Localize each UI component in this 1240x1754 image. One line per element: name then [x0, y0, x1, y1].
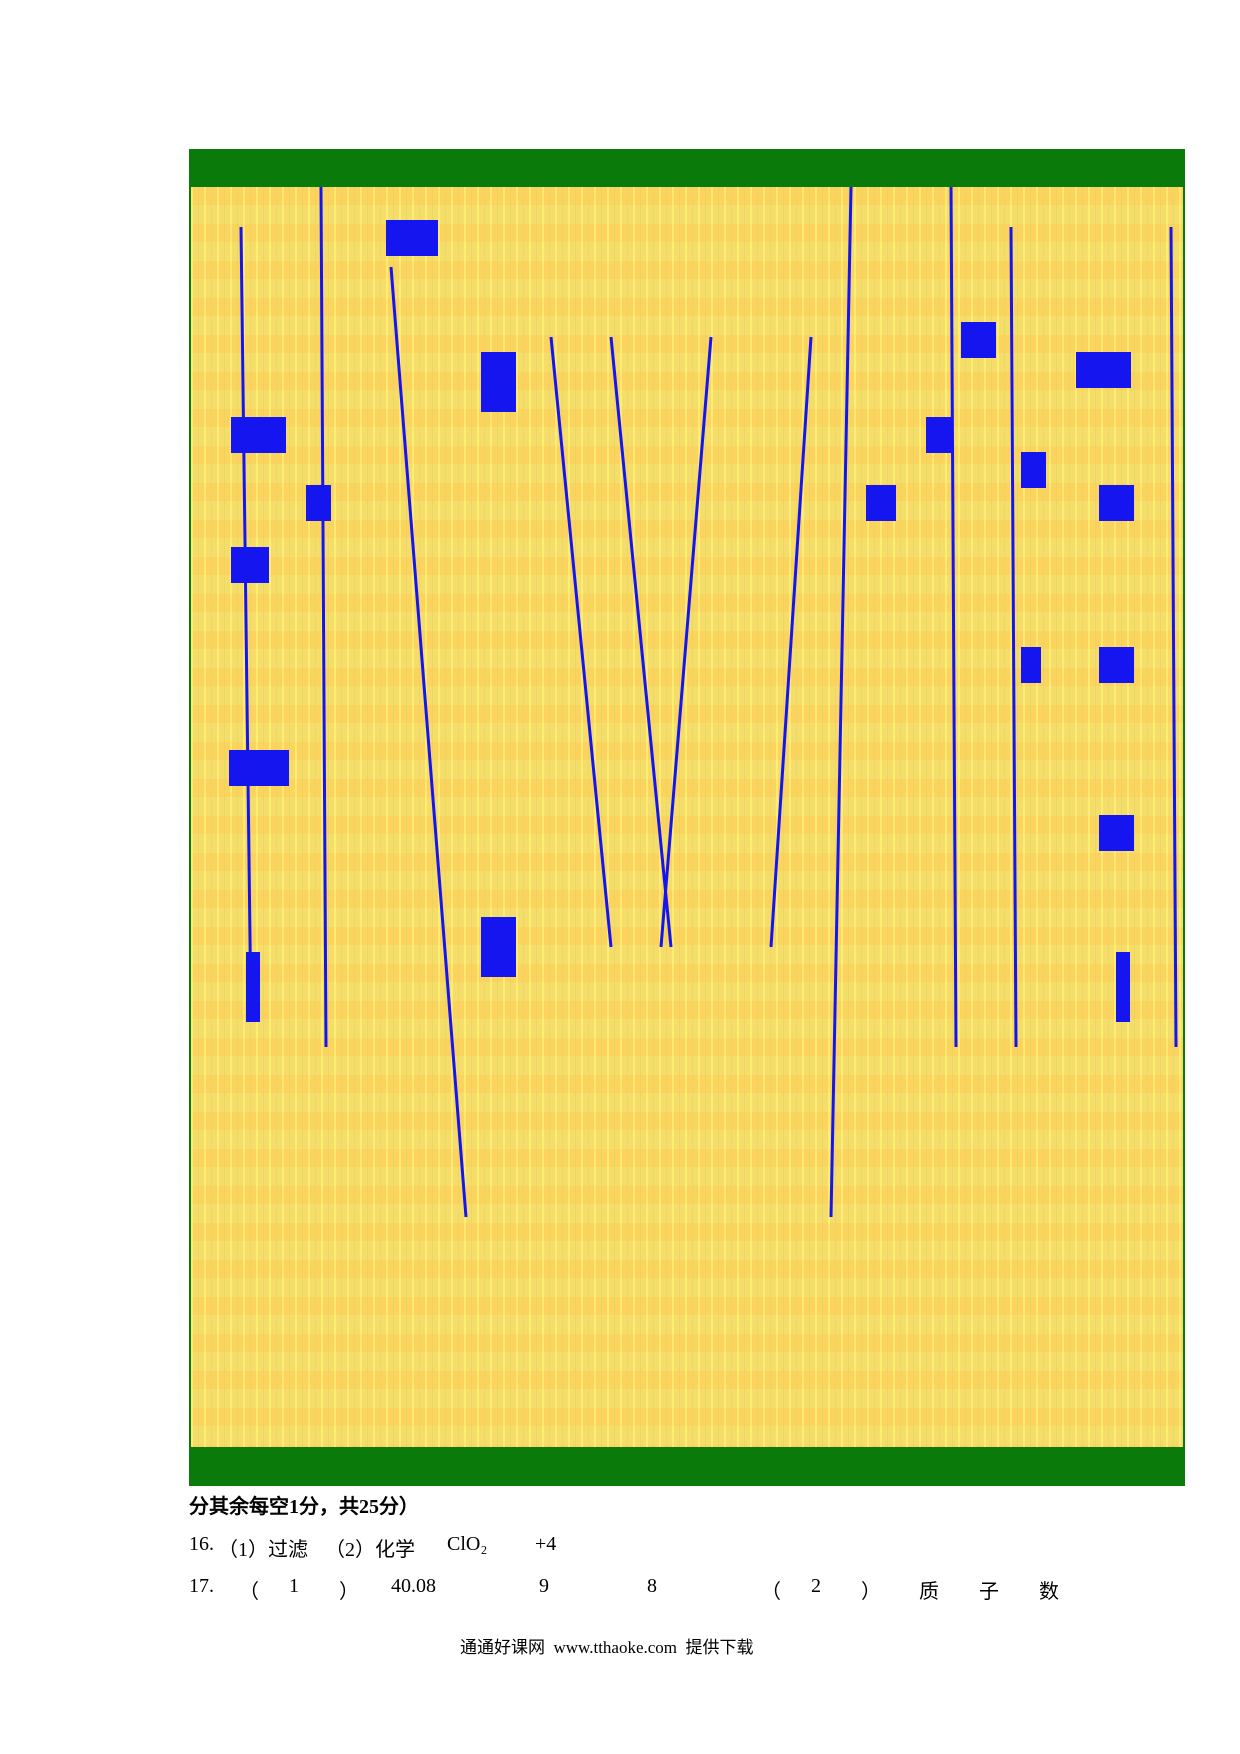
answer: （2）化学 [325, 1539, 415, 1561]
score-note: 分其余每空1分，共25分） [189, 1496, 419, 1518]
question-number: 17. [189, 1575, 214, 1597]
answer: ） [339, 1581, 359, 1603]
answer: 质 [919, 1581, 939, 1603]
answer: 9 [539, 1575, 549, 1597]
answer: ClO₂ [447, 1533, 488, 1555]
answer: ） [861, 1581, 881, 1603]
image-shapes [229, 186, 1178, 1218]
image-pattern [191, 186, 1183, 1447]
answer: 子 [979, 1581, 999, 1603]
answer: （ [761, 1581, 781, 1603]
answer: 40.08 [391, 1575, 436, 1597]
answer: （ [239, 1581, 259, 1603]
footer: 通通好课网 www.tthaoke.com 提供下载 [460, 1638, 754, 1657]
answer: （1）过滤 [218, 1539, 308, 1561]
garbled-image [189, 149, 1185, 1486]
answer: 2 [811, 1575, 821, 1597]
answer: +4 [535, 1533, 557, 1555]
answer: 8 [647, 1575, 657, 1597]
question-number: 16. [189, 1533, 214, 1555]
answer: 数 [1039, 1581, 1059, 1603]
answer: 1 [289, 1575, 299, 1597]
